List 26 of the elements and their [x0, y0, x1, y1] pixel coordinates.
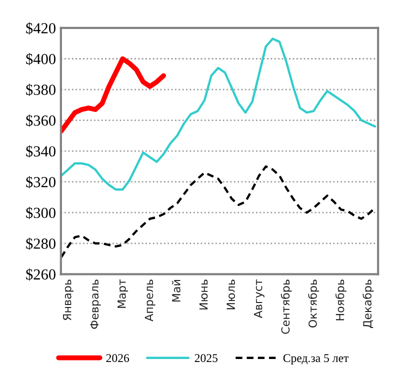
y-tick-label: $400	[26, 52, 56, 66]
line-series	[60, 38, 376, 191]
y-tick-label: $260	[26, 268, 56, 281]
x-tick-label: Июнь	[199, 280, 208, 310]
legend-label: 2025	[194, 354, 218, 362]
x-tick-label: Май	[172, 280, 180, 302]
y-tick-label: $420	[26, 22, 56, 34]
legend-label: Сред.за 5 лет	[283, 354, 349, 364]
y-tick-label: $300	[26, 206, 56, 220]
x-tick-label: Декабрь	[362, 280, 374, 328]
legend-label: 2026	[106, 354, 130, 362]
y-tick-label: $380	[26, 84, 56, 96]
x-tick-label: Август	[254, 279, 264, 318]
x-tick-label: Октябрь	[308, 280, 320, 328]
x-tick-label: Март	[118, 279, 128, 308]
x-tick-label: Январь	[63, 280, 74, 320]
y-tick-label: $280	[26, 238, 56, 250]
y-tick-label: $340	[26, 145, 56, 158]
x-tick-label: Апрель	[144, 280, 156, 322]
line-series	[60, 56, 166, 134]
x-tick-label: Июль	[226, 280, 235, 310]
x-tick-label: Сентябрь	[280, 280, 292, 334]
x-tick-label: Февраль	[90, 280, 101, 329]
y-tick-label: $320	[26, 176, 56, 188]
y-tick-label: $360	[26, 114, 56, 127]
x-tick-label: Ноябрь	[335, 280, 346, 320]
